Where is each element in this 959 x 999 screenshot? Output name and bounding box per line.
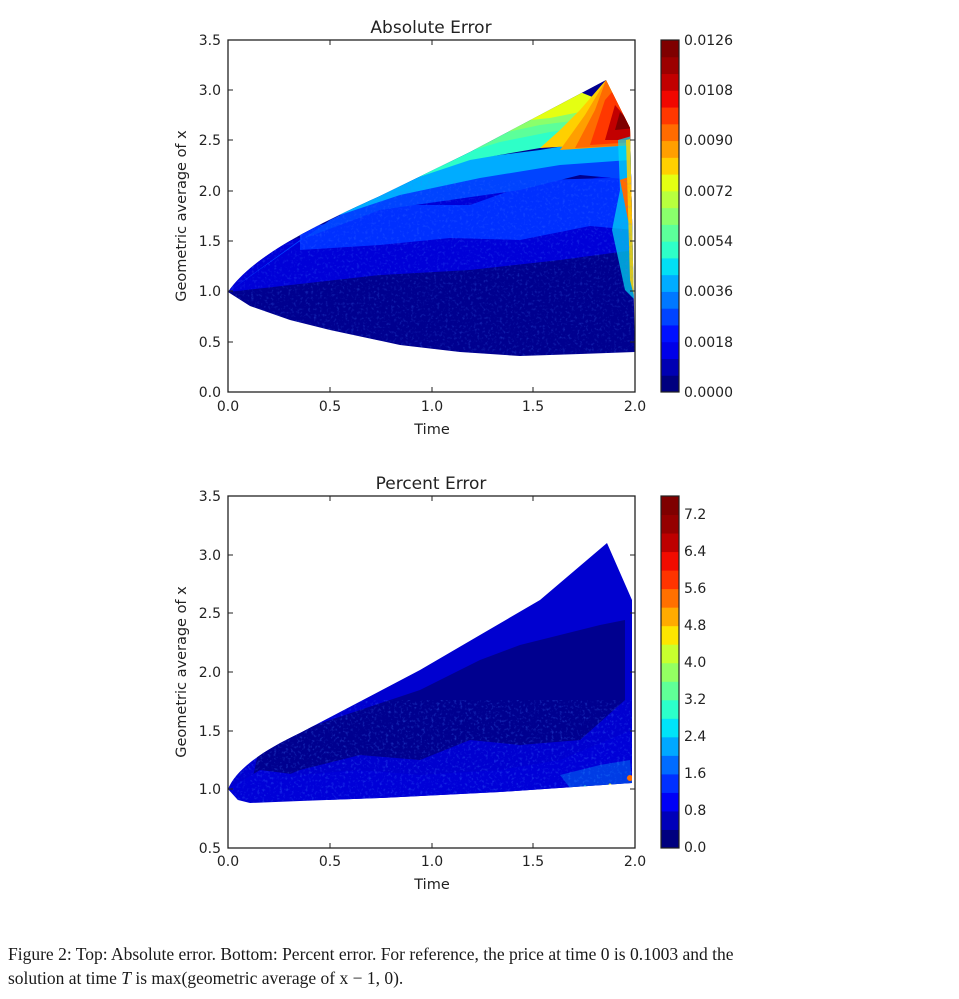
svg-text:1.0: 1.0 (421, 854, 443, 870)
absolute-error-plot: Absolute Error (174, 18, 733, 438)
svg-text:1.0: 1.0 (199, 782, 221, 798)
y-axis-label: Geometric average of x (174, 130, 190, 302)
svg-text:2.0: 2.0 (199, 665, 221, 681)
colorbar-ticks: 0.0126 0.0108 0.0090 0.0072 0.0054 0.003… (684, 33, 733, 401)
svg-text:1.5: 1.5 (199, 724, 221, 740)
figure: Absolute Error (174, 18, 733, 893)
svg-text:4.8: 4.8 (684, 618, 706, 634)
svg-text:0.8: 0.8 (684, 803, 706, 819)
y-axis-label: Geometric average of x (174, 586, 190, 758)
colorbar-ticks: 0.0 0.8 1.6 2.4 3.2 4.0 4.8 5.6 6.4 7.2 (684, 507, 706, 856)
svg-text:2.0: 2.0 (624, 399, 646, 415)
svg-text:0.0126: 0.0126 (684, 33, 733, 49)
svg-text:1.0: 1.0 (199, 284, 221, 300)
svg-text:2.4: 2.4 (684, 729, 706, 745)
plot-title: Percent Error (376, 474, 487, 494)
svg-text:6.4: 6.4 (684, 544, 706, 560)
svg-text:0.0: 0.0 (199, 385, 221, 401)
y-axis: 0.5 1.0 1.5 2.0 2.5 3.0 3.5 Geometric av… (174, 489, 635, 857)
svg-text:3.2: 3.2 (684, 692, 706, 708)
svg-text:2.5: 2.5 (199, 133, 221, 149)
svg-text:2.5: 2.5 (199, 606, 221, 622)
x-axis-label: Time (413, 877, 450, 893)
colorbar (660, 495, 680, 849)
svg-text:3.0: 3.0 (199, 548, 221, 564)
x-axis: 0.0 0.5 1.0 1.5 2.0 Time (217, 496, 646, 893)
svg-text:7.2: 7.2 (684, 507, 706, 523)
svg-text:3.5: 3.5 (199, 489, 221, 505)
caption-line-2: solution at time T is max(geometric aver… (8, 968, 404, 988)
colorbar (660, 39, 680, 393)
svg-text:0.0000: 0.0000 (684, 385, 733, 401)
contour-fill (228, 543, 632, 803)
svg-text:0.0108: 0.0108 (684, 83, 733, 99)
x-axis-label: Time (413, 422, 450, 438)
svg-text:0.0018: 0.0018 (684, 335, 733, 351)
svg-text:3.5: 3.5 (199, 33, 221, 49)
contour-fill (228, 80, 635, 356)
svg-text:1.0: 1.0 (421, 399, 443, 415)
svg-text:0.0: 0.0 (217, 854, 239, 870)
svg-text:0.0: 0.0 (217, 399, 239, 415)
plot-title: Absolute Error (370, 18, 491, 38)
svg-text:2.0: 2.0 (199, 184, 221, 200)
svg-text:5.6: 5.6 (684, 581, 706, 597)
svg-text:0.0036: 0.0036 (684, 284, 733, 300)
svg-text:3.0: 3.0 (199, 83, 221, 99)
svg-text:0.0054: 0.0054 (684, 234, 733, 250)
svg-text:1.6: 1.6 (684, 766, 706, 782)
caption-line-1: Figure 2: Top: Absolute error. Bottom: P… (8, 944, 734, 964)
figure-caption: Figure 2: Top: Absolute error. Bottom: P… (8, 942, 948, 990)
y-axis: 0.0 0.5 1.0 1.5 2.0 2.5 3.0 3.5 Geometri… (174, 33, 635, 401)
svg-text:0.0: 0.0 (684, 840, 706, 856)
svg-text:0.0090: 0.0090 (684, 133, 733, 149)
svg-text:1.5: 1.5 (522, 854, 544, 870)
svg-text:4.0: 4.0 (684, 655, 706, 671)
svg-text:1.5: 1.5 (199, 234, 221, 250)
x-axis: 0.0 0.5 1.0 1.5 2.0 Time (217, 40, 646, 438)
percent-error-plot: Percent Error 0.5 1.0 1.5 2.0 2.5 3.0 (174, 474, 706, 893)
svg-text:1.5: 1.5 (522, 399, 544, 415)
svg-text:0.5: 0.5 (199, 335, 221, 351)
svg-text:2.0: 2.0 (624, 854, 646, 870)
svg-text:0.5: 0.5 (319, 399, 341, 415)
svg-text:0.5: 0.5 (199, 841, 221, 857)
svg-text:0.0072: 0.0072 (684, 184, 733, 200)
svg-text:0.5: 0.5 (319, 854, 341, 870)
